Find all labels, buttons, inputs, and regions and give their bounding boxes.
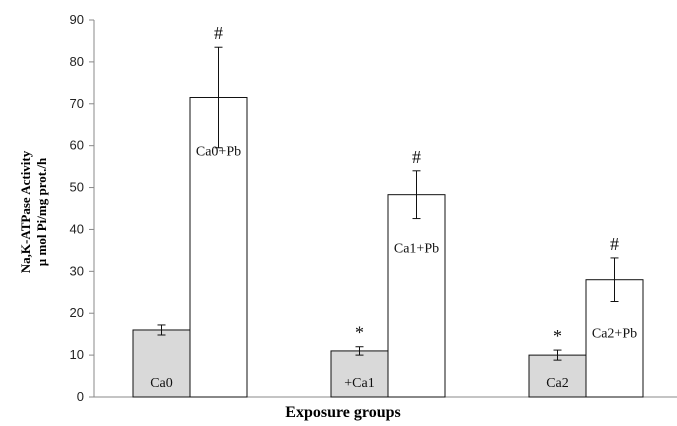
y-axis-title-line-2: µ mol Pi/mg prot./h <box>34 157 49 266</box>
significance-marker: # <box>412 147 421 167</box>
y-tick-label: 10 <box>70 347 84 362</box>
y-axis: 0 10 20 30 40 50 60 70 80 90 <box>70 12 95 404</box>
y-axis-title-line-1: Na,K-ATPase Activity <box>18 150 33 273</box>
bars: Ca0 # Ca0+Pb * +Ca1 # Ca1+Pb * Ca2 # Ca2+Pb <box>132 23 644 398</box>
bar-group: * Ca2 # Ca2+Pb <box>528 234 644 398</box>
bar-label: Ca1+Pb <box>394 242 439 257</box>
x-axis-title: Exposure groups <box>285 404 400 421</box>
significance-marker: * <box>553 326 562 346</box>
bar <box>387 194 446 398</box>
y-tick-label: 60 <box>70 138 84 153</box>
y-tick-label: 90 <box>70 12 84 27</box>
y-tick-label: 70 <box>70 96 84 111</box>
y-tick-label: 50 <box>70 180 84 195</box>
bar-label: +Ca1 <box>344 376 374 391</box>
bar-label: Ca2+Pb <box>592 327 637 342</box>
bar-group: * +Ca1 # Ca1+Pb <box>330 147 446 398</box>
significance-marker: * <box>355 323 364 343</box>
y-tick-label: 40 <box>70 221 84 236</box>
y-tick-label: 30 <box>70 263 84 278</box>
y-tick-label: 80 <box>70 54 84 69</box>
significance-marker: # <box>214 23 223 43</box>
bar-group: Ca0 # Ca0+Pb <box>132 23 248 398</box>
bar-label: Ca0 <box>150 376 173 391</box>
bar-label: Ca2 <box>546 376 569 391</box>
bar-label: Ca0+Pb <box>196 144 241 159</box>
y-tick-label: 20 <box>70 305 84 320</box>
significance-marker: # <box>610 234 619 254</box>
bar <box>132 329 191 398</box>
y-tick-label: 0 <box>77 389 84 404</box>
